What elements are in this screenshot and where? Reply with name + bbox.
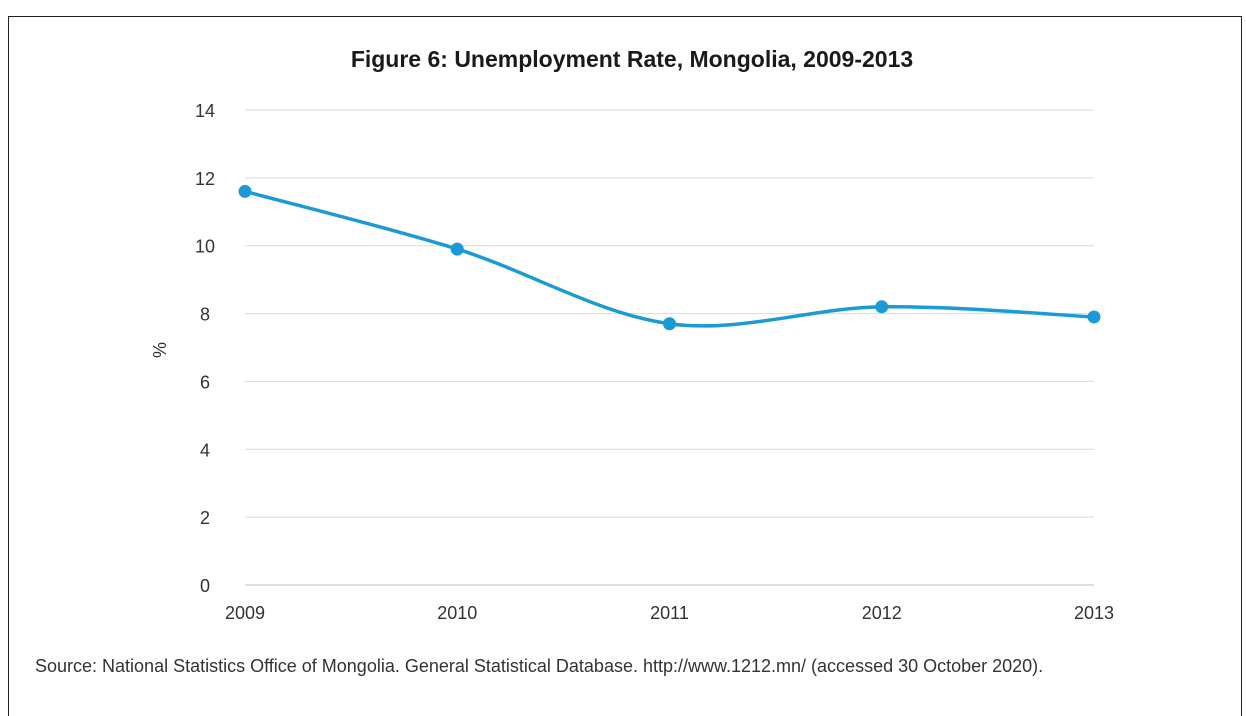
data-point-2011: [663, 317, 676, 331]
data-point-2010: [450, 242, 464, 256]
x-tick-label: 2009: [225, 603, 265, 623]
x-tick-label: 2011: [650, 603, 689, 623]
y-axis-ticks: 0 2 4 6 8 10 12 14: [195, 101, 215, 596]
figure-frame: [8, 16, 1242, 716]
series-line: [243, 189, 1096, 328]
data-point-2013: [1087, 310, 1101, 324]
chart-title: Figure 6: Unemployment Rate, Mongolia, 2…: [351, 46, 913, 72]
data-point-2009: [238, 184, 252, 198]
y-tick-label: 8: [200, 305, 210, 325]
x-tick-label: 2013: [1074, 603, 1114, 623]
source-note: Source: National Statistics Office of Mo…: [35, 656, 1043, 676]
y-tick-label: 6: [200, 372, 210, 392]
y-tick-label: 0: [200, 576, 210, 596]
y-tick-label: 2: [200, 508, 210, 528]
y-axis-label: %: [150, 342, 170, 358]
data-point-2012: [875, 300, 889, 314]
x-tick-label: 2012: [862, 603, 902, 623]
gridlines: [245, 109, 1094, 586]
y-tick-label: 10: [195, 237, 215, 257]
x-axis-ticks: 2009 2010 2011 2012 2013: [225, 603, 1114, 623]
x-tick-label: 2010: [437, 603, 477, 623]
y-tick-label: 14: [195, 101, 215, 121]
series-layer: [238, 184, 1101, 331]
y-tick-label: 4: [200, 440, 210, 460]
y-tick-label: 12: [195, 169, 215, 189]
